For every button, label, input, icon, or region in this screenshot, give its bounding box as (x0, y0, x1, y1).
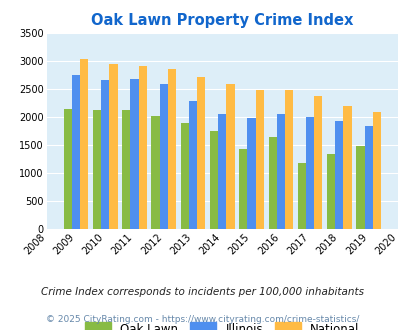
Bar (372, 112, 380, 229)
Bar (226, 84, 234, 229)
Bar (217, 114, 226, 229)
Bar (356, 146, 364, 229)
Bar (268, 137, 276, 229)
Bar (305, 116, 313, 229)
Bar (101, 80, 109, 229)
Bar (151, 116, 159, 229)
Bar (247, 118, 255, 229)
Bar (64, 109, 72, 229)
Bar (197, 77, 205, 229)
Bar (343, 107, 351, 229)
Bar (138, 66, 147, 229)
Bar (364, 126, 372, 229)
Text: © 2025 CityRating.com - https://www.cityrating.com/crime-statistics/: © 2025 CityRating.com - https://www.city… (46, 315, 359, 324)
Bar (326, 154, 335, 229)
Bar (209, 131, 217, 229)
Bar (167, 69, 176, 229)
Bar (188, 101, 197, 229)
Bar (180, 123, 188, 229)
Bar (335, 120, 343, 229)
Text: Crime Index corresponds to incidents per 100,000 inhabitants: Crime Index corresponds to incidents per… (41, 287, 364, 297)
Bar (284, 90, 292, 229)
Bar (130, 79, 138, 229)
Bar (297, 163, 305, 229)
Bar (255, 90, 263, 229)
Bar (93, 110, 101, 229)
Bar (239, 149, 247, 229)
Legend: Oak Lawn, Illinois, National: Oak Lawn, Illinois, National (80, 318, 364, 330)
Bar (159, 84, 167, 229)
Bar (276, 115, 284, 229)
Bar (122, 110, 130, 229)
Bar (109, 64, 117, 229)
Title: Oak Lawn Property Crime Index: Oak Lawn Property Crime Index (91, 13, 353, 28)
Bar (72, 75, 80, 229)
Bar (80, 59, 88, 229)
Bar (313, 96, 322, 229)
